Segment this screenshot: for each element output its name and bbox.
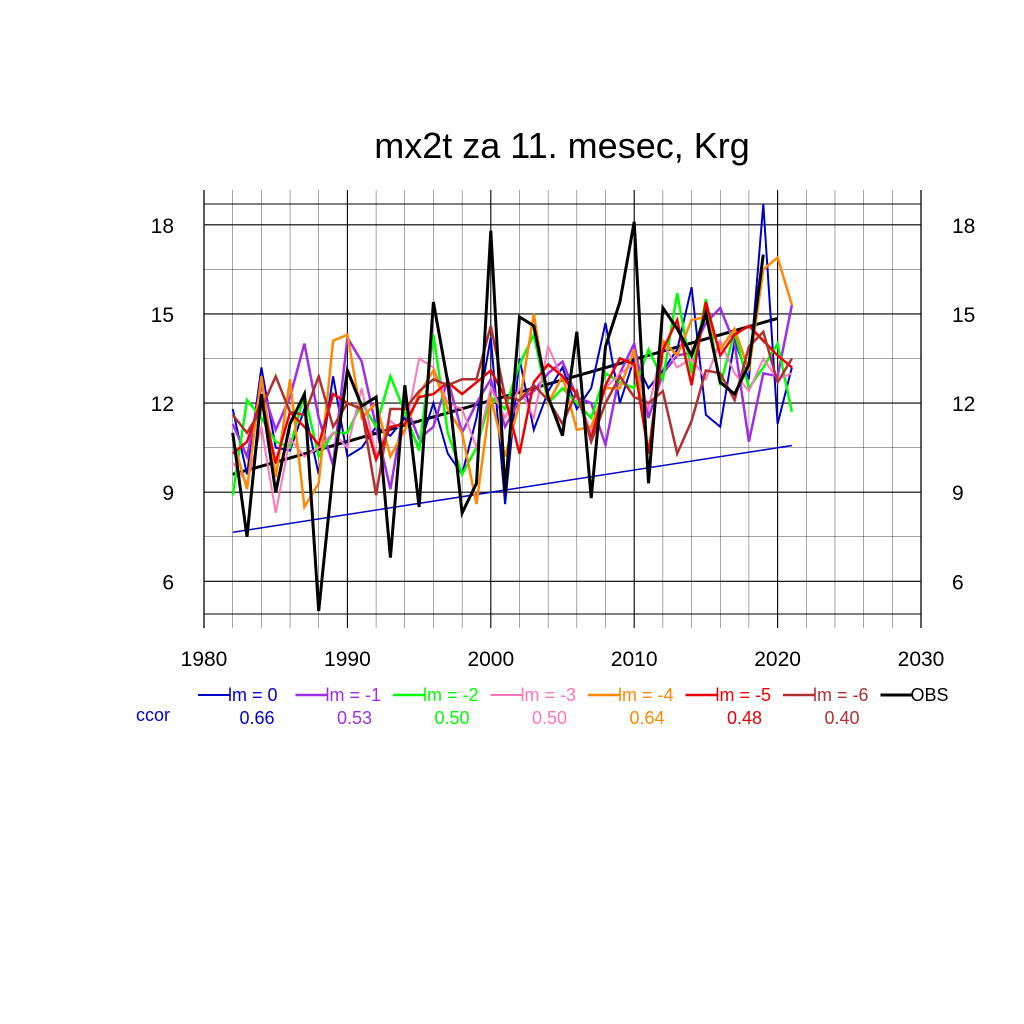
y-tick-label-right: 12 xyxy=(952,393,975,416)
y-tick-label-left: 12 xyxy=(151,393,174,416)
legend-entry: lm = -6 xyxy=(813,685,869,705)
ccor-value: 0.66 xyxy=(239,708,274,728)
x-tick-label: 2030 xyxy=(898,648,945,671)
series-line xyxy=(231,301,793,464)
legend-entry: lm = 0 xyxy=(228,685,278,705)
ccor-value: 0.48 xyxy=(727,708,762,728)
legend-entry: lm = -3 xyxy=(521,685,577,705)
x-tick-label: 2000 xyxy=(467,648,514,671)
chart-title: mx2t za 11. mesec, Krg xyxy=(374,125,749,166)
y-tick-label-right: 18 xyxy=(952,215,975,238)
legend-entry: lm = -1 xyxy=(326,685,382,705)
legend-entry: lm = -4 xyxy=(618,685,674,705)
ccor-value: 0.50 xyxy=(532,708,567,728)
legend-entry: lm = -5 xyxy=(716,685,772,705)
x-tick-label: 1980 xyxy=(181,648,228,671)
y-tick-label-right: 15 xyxy=(952,304,975,327)
x-tick-label: 2020 xyxy=(754,648,801,671)
y-tick-label-left: 6 xyxy=(162,571,174,594)
x-tick-label: 2010 xyxy=(611,648,658,671)
ccor-value: 0.50 xyxy=(434,708,469,728)
ccor-value: 0.64 xyxy=(629,708,664,728)
trend-line xyxy=(232,444,793,534)
y-tick-label-left: 18 xyxy=(151,215,174,238)
axes: 1980 1990 2000 2010 2020 2030 6 6 9 9 12 12 15 15 18 18 xyxy=(151,190,975,671)
legend: ccor lm = 0 0.66 lm = -1 0.53 lm = -2 0.50 lm =… xyxy=(136,685,949,728)
grid xyxy=(203,190,922,628)
x-tick-label: 1990 xyxy=(324,648,371,671)
series-line xyxy=(231,221,765,612)
ccor-value: 0.40 xyxy=(824,708,859,728)
ccor-value: 0.53 xyxy=(337,708,372,728)
ccor-label: ccor xyxy=(136,705,170,725)
legend-entry: OBS xyxy=(911,685,949,705)
plot-area xyxy=(231,203,794,612)
y-tick-label-right: 9 xyxy=(952,482,964,505)
y-tick-label-left: 9 xyxy=(162,482,174,505)
y-tick-label-left: 15 xyxy=(151,304,174,327)
y-tick-label-right: 6 xyxy=(952,571,964,594)
legend-entry: lm = -2 xyxy=(423,685,479,705)
